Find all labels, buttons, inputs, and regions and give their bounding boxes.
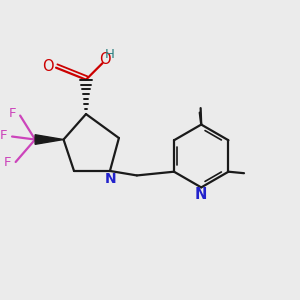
Text: O: O (42, 59, 53, 74)
Text: N: N (105, 172, 116, 186)
Text: H: H (105, 48, 115, 61)
Polygon shape (35, 135, 64, 144)
Text: O: O (99, 52, 111, 67)
Text: F: F (9, 107, 16, 120)
Text: F: F (4, 156, 12, 169)
Text: F: F (0, 129, 8, 142)
Text: N: N (195, 188, 207, 202)
